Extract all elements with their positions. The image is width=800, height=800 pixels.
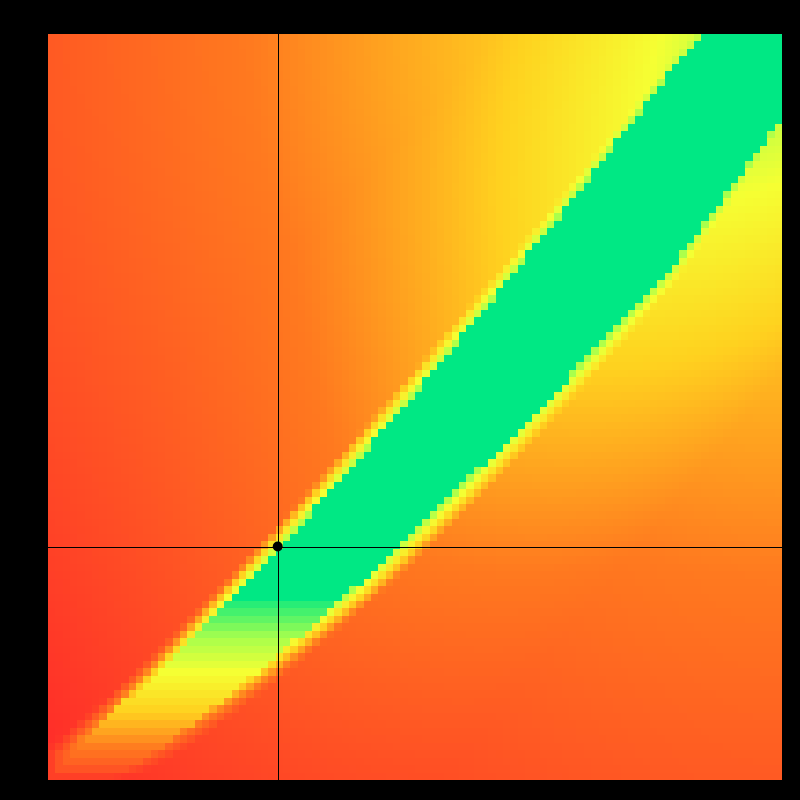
- bottleneck-heatmap: [0, 0, 800, 800]
- chart-container: TheBottleneck.com: [0, 0, 800, 800]
